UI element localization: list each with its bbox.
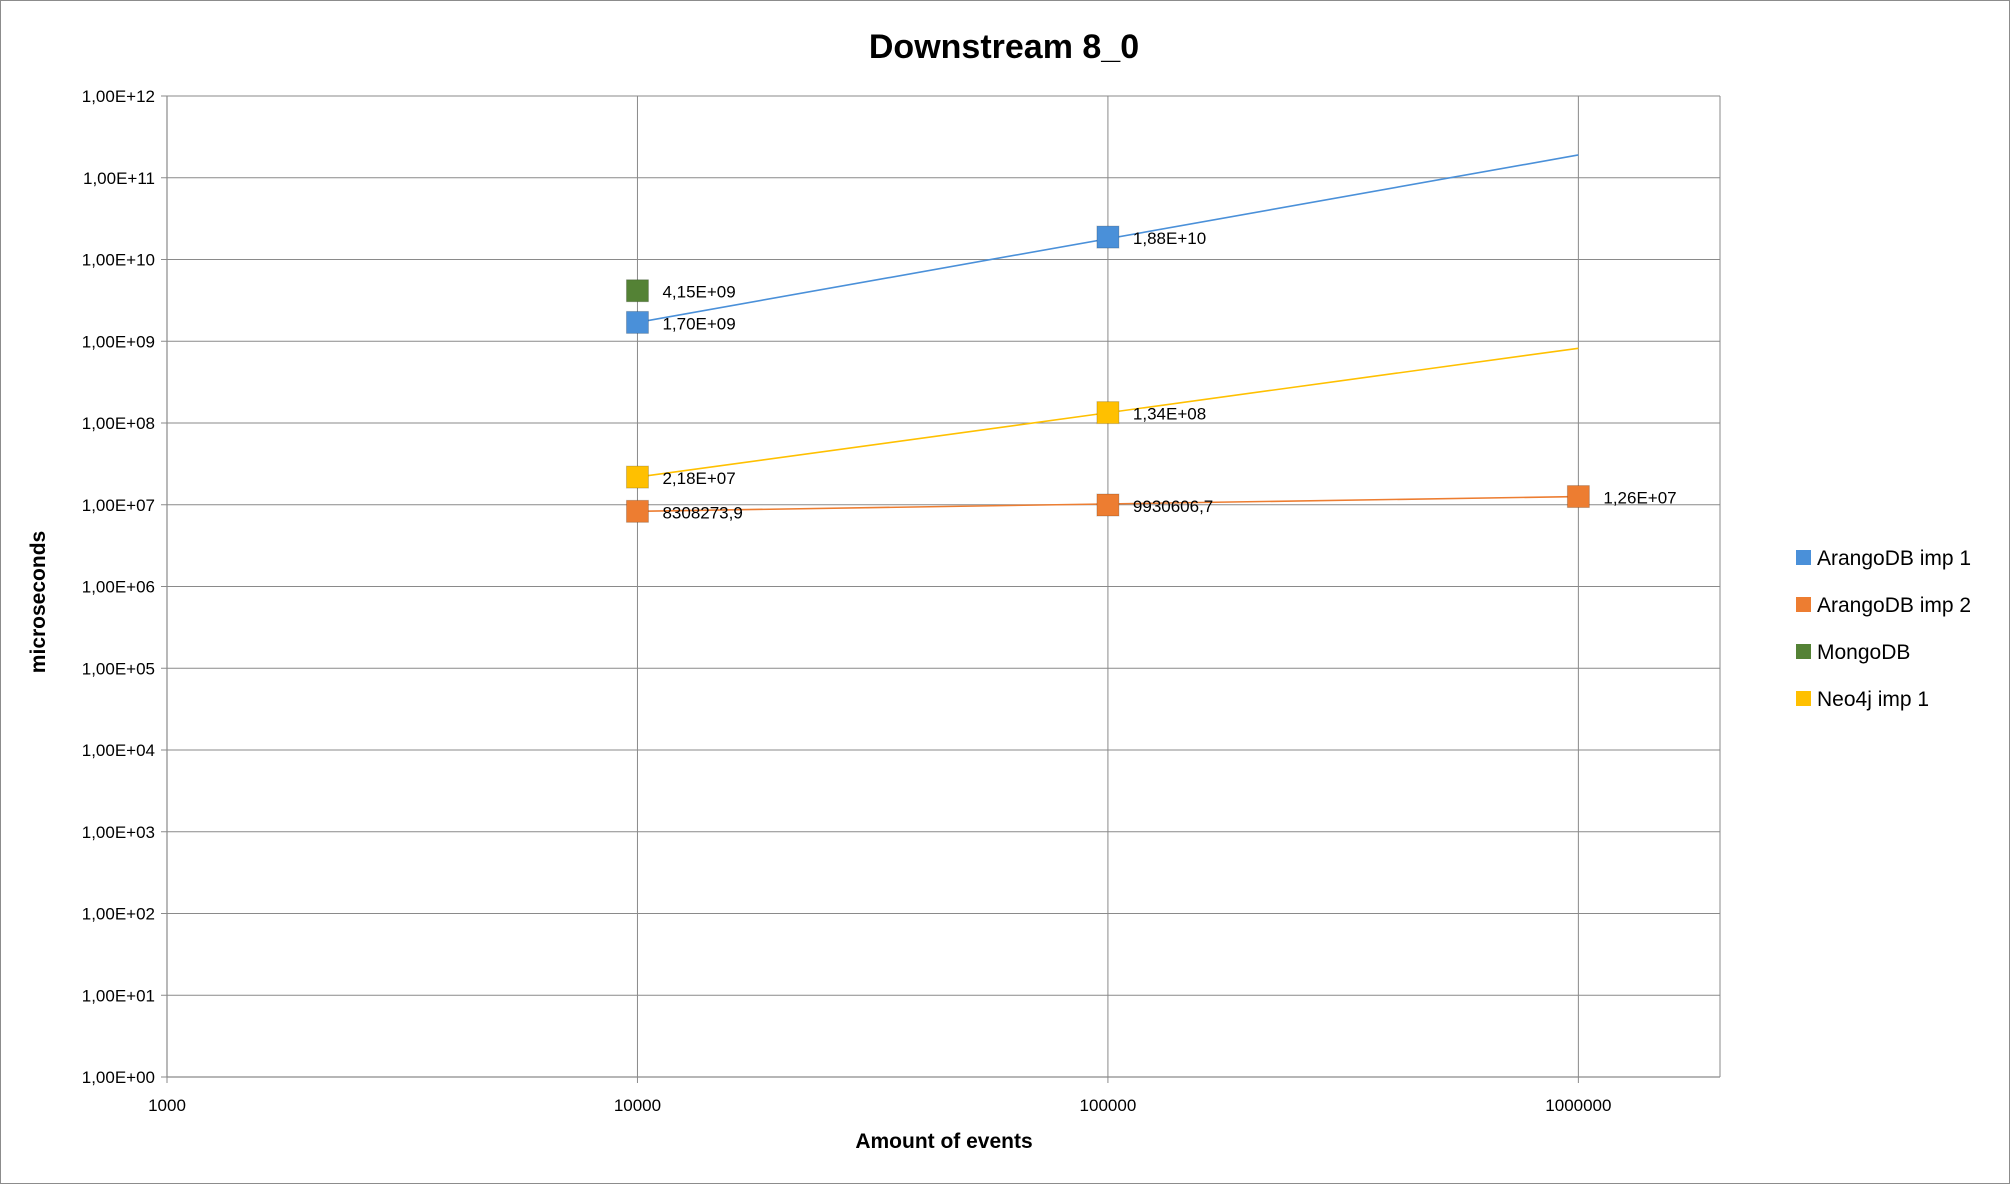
legend-label: Neo4j imp 1 [1817, 688, 1929, 711]
data-labels: 1,70E+09 1,88E+10 8308273,9 9930606,7 1,26E+… [662, 229, 1676, 522]
data-label: 4,15E+09 [662, 283, 735, 302]
y-tick-label: 1,00E+00 [82, 1068, 155, 1087]
legend-label: ArangoDB imp 2 [1817, 594, 1971, 617]
y-tick-label: 1,00E+11 [83, 169, 155, 188]
y-axis-title: microseconds [27, 531, 50, 673]
data-label: 8308273,9 [662, 503, 742, 522]
data-point [1096, 225, 1120, 249]
y-tick-label: 1,00E+09 [82, 332, 155, 351]
y-tick-label: 1,00E+05 [82, 659, 155, 678]
data-point [625, 310, 649, 334]
legend-swatch [1796, 597, 1811, 612]
x-tick-label: 1000000 [1545, 1096, 1611, 1115]
y-tick-label: 1,00E+07 [82, 496, 155, 515]
legend-label: MongoDB [1817, 641, 1910, 664]
data-label: 1,26E+07 [1603, 489, 1676, 508]
data-label: 1,34E+08 [1133, 405, 1206, 424]
legend-swatch [1796, 550, 1811, 565]
x-tick-labels: 1000 10000 100000 1000000 [148, 1096, 1611, 1115]
legend-swatch [1796, 691, 1811, 706]
y-tick-label: 1,00E+03 [82, 823, 155, 842]
data-point [1566, 485, 1590, 509]
y-tick-label: 1,00E+08 [82, 414, 155, 433]
legend-label: ArangoDB imp 1 [1817, 547, 1971, 570]
x-axis-title: Amount of events [855, 1130, 1032, 1153]
data-point [1096, 493, 1120, 517]
x-tick-label: 1000 [148, 1096, 186, 1115]
data-point [625, 465, 649, 489]
y-tick-label: 1,00E+02 [82, 905, 155, 924]
grid [161, 95, 1721, 1083]
data-label: 1,88E+10 [1133, 229, 1206, 248]
legend: ArangoDB imp 1 ArangoDB imp 2 MongoDB Neo4j… [1796, 547, 1971, 711]
data-point [625, 499, 649, 523]
y-tick-label: 1,00E+06 [82, 578, 155, 597]
data-point [1096, 401, 1120, 425]
markers [625, 225, 1590, 523]
legend-swatch [1796, 644, 1811, 659]
data-label: 9930606,7 [1133, 497, 1213, 516]
y-tick-label: 1,00E+01 [82, 986, 155, 1005]
data-point [625, 279, 649, 303]
data-label: 1,70E+09 [662, 314, 735, 333]
chart-title: Downstream 8_0 [869, 28, 1139, 66]
y-tick-label: 1,00E+10 [82, 251, 155, 270]
y-tick-label: 1,00E+12 [82, 87, 155, 106]
y-tick-labels: 1,00E+00 1,00E+01 1,00E+02 1,00E+03 1,00E+04… [82, 87, 155, 1087]
data-label: 2,18E+07 [662, 469, 735, 488]
x-tick-label: 100000 [1080, 1096, 1137, 1115]
y-tick-label: 1,00E+04 [82, 741, 155, 760]
x-tick-label: 10000 [614, 1096, 661, 1115]
